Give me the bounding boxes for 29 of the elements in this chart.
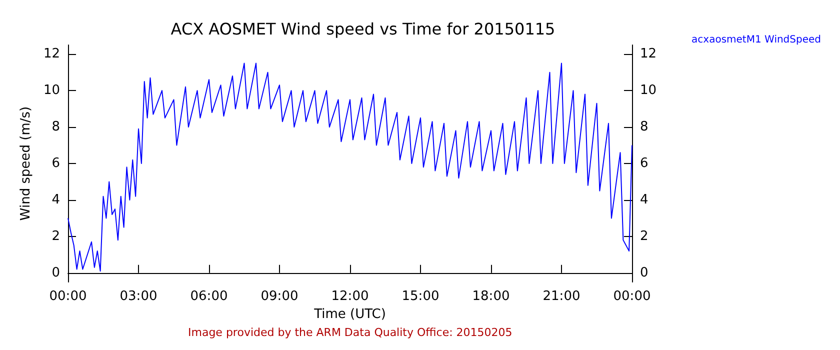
y2-tick-label: 4 bbox=[640, 192, 648, 208]
y-tick-label: 12 bbox=[43, 46, 60, 62]
chart-title: ACX AOSMET Wind speed vs Time for 20150115 bbox=[170, 20, 556, 38]
x-tick-label: 00:00 bbox=[613, 289, 651, 304]
x-tick-label: 15:00 bbox=[402, 289, 440, 304]
x-tick-label: 03:00 bbox=[120, 289, 158, 304]
y-tick-label: 2 bbox=[52, 228, 60, 244]
y2-tick-label: 2 bbox=[640, 228, 648, 244]
x-tick-label: 12:00 bbox=[331, 289, 369, 304]
y2-tick-label: 8 bbox=[640, 120, 648, 135]
x-tick-label: 21:00 bbox=[542, 289, 580, 304]
y2-tick-label: 6 bbox=[640, 156, 648, 171]
x-tick-label: 06:00 bbox=[190, 289, 228, 304]
text: Image provided by the ARM Data Quality Office: 20150205 bbox=[188, 326, 512, 339]
x-tick-label: 18:00 bbox=[472, 289, 510, 304]
y-tick-label: 8 bbox=[52, 120, 60, 135]
x-tick-label: 00:00 bbox=[49, 289, 87, 304]
y2-tick-label: 10 bbox=[640, 83, 657, 98]
y2-tick-label: 0 bbox=[640, 265, 648, 280]
y-tick-label: 10 bbox=[43, 83, 60, 98]
y-tick-label: 4 bbox=[52, 192, 60, 208]
x-tick-label: 09:00 bbox=[260, 289, 298, 304]
line-series bbox=[68, 62, 632, 272]
x-axis-title: Time (UTC) bbox=[313, 306, 386, 322]
y-tick-label: 6 bbox=[52, 156, 60, 171]
y2-tick-label: 12 bbox=[640, 46, 657, 62]
y-axis-title: Wind speed (m/s) bbox=[18, 106, 34, 221]
y-tick-label: 0 bbox=[52, 265, 60, 280]
text: acxaosmetM1 WindSpeed bbox=[692, 34, 822, 46]
